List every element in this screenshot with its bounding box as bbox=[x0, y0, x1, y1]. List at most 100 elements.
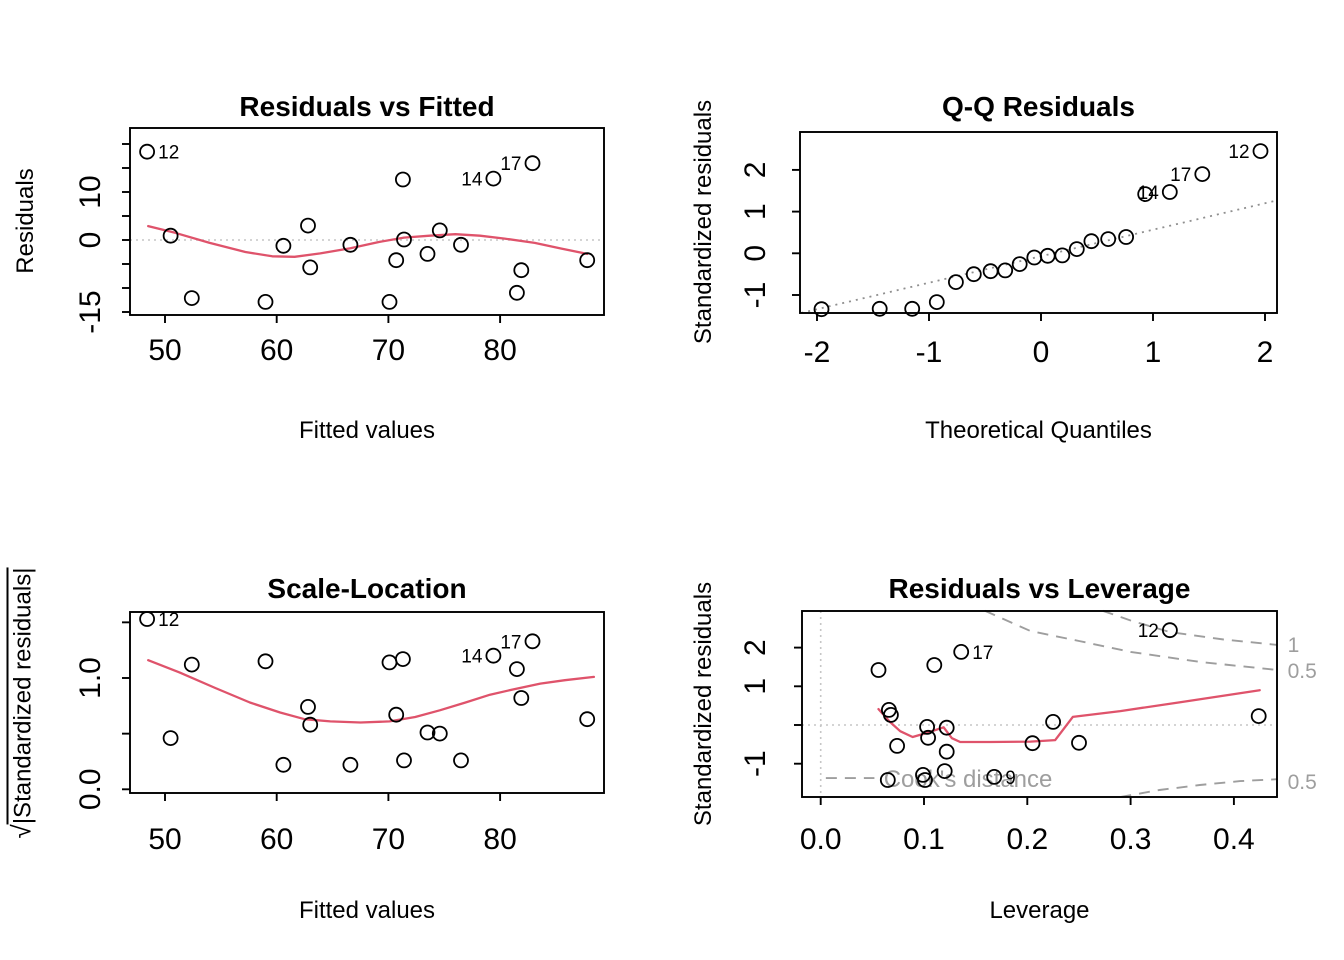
point-id-label: 9 bbox=[1005, 768, 1016, 789]
yaxis-label-sqrt-standardized-residuals: √|Standardized residuals| bbox=[6, 567, 38, 839]
y-axis-tick-label: 0.0 bbox=[74, 768, 107, 810]
cooks-distance-legend-text: Cook's distance bbox=[884, 766, 1053, 793]
panel-title-residuals-vs-fitted: Residuals vs Fitted bbox=[239, 91, 495, 122]
x-axis-tick-label: 1 bbox=[1145, 336, 1162, 369]
y-axis-tick-label: -15 bbox=[74, 290, 107, 333]
data-point-circle bbox=[871, 300, 888, 317]
data-point-circle bbox=[579, 711, 596, 728]
data-point-circle bbox=[485, 170, 502, 187]
data-point-circle bbox=[948, 274, 964, 291]
data-point-circle bbox=[431, 725, 448, 742]
data-point-circle bbox=[139, 611, 156, 627]
data-point-circle bbox=[388, 706, 405, 723]
data-point-circle bbox=[300, 699, 316, 715]
sqrt-body-text: |Standardized residuals| bbox=[6, 567, 37, 825]
plot-box bbox=[799, 131, 1278, 314]
data-point-circle bbox=[1068, 241, 1085, 258]
yaxis-label-standardized-residuals-bottom: Standardized residuals bbox=[690, 581, 717, 827]
data-point-circle bbox=[302, 259, 319, 276]
data-point-circle bbox=[1137, 186, 1154, 203]
x-axis-tick-label: 60 bbox=[260, 823, 293, 856]
data-point-circle bbox=[485, 647, 502, 664]
x-axis-tick-label: 50 bbox=[148, 334, 181, 367]
qq-reference-line bbox=[801, 199, 1278, 314]
data-point-circle bbox=[513, 262, 530, 279]
panel-residuals-vs-fitted: 50 60 70 80 10 0 -15 12 14 17 bbox=[74, 127, 605, 367]
y-axis-tick-label: 10 bbox=[74, 175, 107, 208]
cooks-contour-line bbox=[1120, 778, 1278, 798]
x-axis-tick-label: 0.4 bbox=[1213, 823, 1255, 856]
cooks-contour-line bbox=[984, 609, 1278, 671]
x-axis-tick-label: 50 bbox=[148, 823, 181, 856]
y-axis-tick-label: 1.0 bbox=[74, 657, 107, 699]
data-point-circle bbox=[1161, 184, 1178, 200]
data-point-circle bbox=[342, 756, 359, 773]
y-axis-tick-label: 2 bbox=[739, 162, 772, 179]
data-point-circle bbox=[275, 237, 292, 254]
y-axis-tick-label: 2 bbox=[739, 639, 772, 656]
data-point-circle bbox=[183, 656, 200, 673]
loess-smooth-curve bbox=[877, 689, 1261, 744]
data-point-circle bbox=[928, 294, 945, 311]
data-point-circle bbox=[388, 252, 405, 269]
data-point-circle bbox=[394, 651, 411, 667]
x-axis-tick-label: 2 bbox=[1257, 336, 1274, 369]
data-point-circle bbox=[953, 644, 970, 660]
data-point-circle bbox=[938, 743, 955, 760]
data-point-circle bbox=[883, 707, 899, 723]
data-point-circle bbox=[1039, 247, 1056, 264]
y-axis-tick-label: 0 bbox=[74, 232, 107, 249]
data-point-circle bbox=[1162, 622, 1178, 639]
point-id-label: 17 bbox=[972, 643, 993, 664]
cooks-contour-label: 0.5 bbox=[1288, 660, 1317, 683]
x-axis-tick-label: 80 bbox=[483, 823, 516, 856]
data-point-circle bbox=[870, 662, 887, 678]
cooks-contour-label: 0.5 bbox=[1288, 771, 1317, 794]
data-point-circle bbox=[1100, 231, 1117, 248]
data-point-circle bbox=[997, 262, 1014, 279]
xaxis-label-theoretical-quantiles: Theoretical Quantiles bbox=[925, 417, 1152, 444]
data-point-circle bbox=[162, 730, 179, 746]
data-point-circle bbox=[965, 266, 982, 283]
data-point-circle bbox=[139, 143, 156, 160]
sqrt-sign: √ bbox=[6, 824, 37, 839]
data-point-circle bbox=[982, 263, 999, 280]
data-point-circle bbox=[1194, 166, 1211, 183]
x-axis-tick-label: 70 bbox=[372, 334, 405, 367]
data-point-circle bbox=[813, 301, 830, 318]
data-point-circle bbox=[302, 716, 319, 733]
data-point-circle bbox=[453, 236, 469, 253]
x-axis-tick-label: 0.3 bbox=[1110, 823, 1152, 856]
point-id-label: 17 bbox=[1170, 165, 1191, 186]
yaxis-label-residuals: Residuals bbox=[12, 168, 39, 274]
xaxis-label-fitted-values-top: Fitted values bbox=[298, 417, 436, 444]
data-point-circle bbox=[453, 752, 469, 769]
loess-smooth-curve bbox=[147, 659, 596, 724]
x-axis-tick-label: 0.1 bbox=[903, 823, 945, 856]
point-id-label: 14 bbox=[461, 647, 483, 668]
cooks-contour-line bbox=[1102, 609, 1278, 646]
data-point-circle bbox=[257, 293, 274, 310]
point-id-label: 12 bbox=[158, 143, 179, 164]
point-id-label: 14 bbox=[461, 170, 483, 191]
data-point-circle bbox=[1071, 734, 1087, 751]
data-point-circle bbox=[394, 171, 411, 188]
x-axis-tick-label: -1 bbox=[916, 336, 943, 369]
data-point-circle bbox=[381, 654, 398, 671]
point-id-label: 12 bbox=[158, 610, 179, 631]
point-id-label: 14 bbox=[1138, 183, 1160, 204]
y-axis-tick-label: -1 bbox=[739, 750, 772, 777]
data-point-circle bbox=[342, 236, 359, 253]
loess-smooth-curve bbox=[147, 224, 589, 258]
data-point-circle bbox=[936, 763, 953, 779]
data-point-circle bbox=[889, 738, 905, 754]
yaxis-label-standardized-residuals-top: Standardized residuals bbox=[690, 99, 717, 345]
panel-title-qq-residuals: Q-Q Residuals bbox=[942, 91, 1135, 122]
plot-box bbox=[801, 610, 1278, 798]
data-point-circle bbox=[1252, 143, 1269, 160]
point-id-label: 12 bbox=[1228, 142, 1249, 163]
x-axis-tick-label: 80 bbox=[483, 334, 516, 367]
data-point-circle bbox=[1011, 256, 1028, 273]
